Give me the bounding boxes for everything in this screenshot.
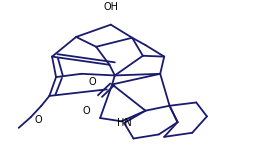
Text: O: O — [35, 115, 42, 125]
Text: OH: OH — [103, 2, 118, 12]
Text: HN: HN — [117, 118, 132, 128]
Text: O: O — [88, 77, 96, 87]
Text: O: O — [83, 107, 91, 116]
